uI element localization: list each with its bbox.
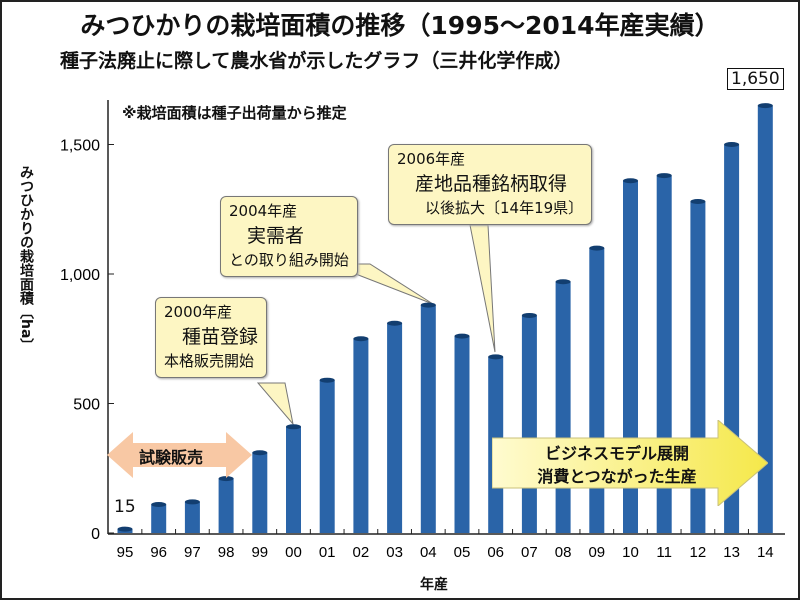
x-axis-label: 年産	[420, 577, 448, 593]
bar-top-98	[218, 476, 234, 482]
bar-96	[151, 504, 167, 533]
x-tick-label: 12	[690, 544, 707, 561]
callout-2006: 2006年産 産地品種銘柄取得 以後拡大〔14年19県〕	[388, 144, 593, 226]
bar-99	[252, 452, 268, 533]
x-tick-label: 04	[420, 544, 437, 561]
x-tick-label: 02	[353, 544, 370, 561]
bar-01	[319, 380, 335, 533]
callout-2006-main: 産地品種銘柄取得	[415, 172, 568, 195]
callout-2000-main: 種苗登録	[182, 325, 259, 348]
x-tick-label: 10	[622, 544, 639, 561]
bar-top-96	[151, 502, 167, 508]
y-tick-label: 0	[91, 526, 100, 543]
x-tick-label: 01	[319, 544, 336, 561]
callout-2000-year: 2000年産	[164, 303, 233, 321]
bar-top-05	[454, 333, 470, 339]
business-model-arrow: ビジネスモデル展開 消費とつながった生産	[492, 420, 768, 506]
bar-top-12	[690, 198, 706, 204]
business-line-1: ビジネスモデル展開	[544, 444, 689, 463]
bar-top-04	[420, 302, 436, 308]
x-tick-label: 05	[454, 544, 471, 561]
callout-pointer	[256, 382, 294, 426]
bar-top-03	[387, 320, 403, 326]
bar-top-07	[521, 312, 537, 318]
trial-sales-label: 試験販売	[139, 448, 204, 467]
bar-97	[184, 501, 200, 533]
bar-top-13	[724, 142, 740, 147]
x-tick-label: 09	[588, 544, 605, 561]
bar-top-10	[623, 178, 638, 184]
bar-top-01	[319, 377, 335, 383]
chart-title: みつひかりの栽培面積の推移（1995〜2014年産実績）	[80, 11, 720, 40]
callout-pointer	[469, 224, 496, 353]
x-tick-label: 98	[218, 544, 235, 561]
x-tick-label: 99	[251, 544, 268, 561]
callout-2006-year: 2006年産	[397, 150, 466, 168]
y-tick-label: 500	[73, 397, 100, 414]
bar-03	[387, 323, 403, 533]
business-line-2: 消費とつながった生産	[537, 467, 697, 487]
bar-top-97	[184, 499, 200, 505]
bar-98	[218, 478, 234, 533]
bar-top-11	[656, 173, 672, 179]
x-tick-label: 06	[487, 544, 504, 561]
bar-04	[420, 305, 436, 533]
callout-2004-main: 実需者	[247, 224, 305, 247]
bar-00	[286, 426, 301, 533]
x-tick-label: 13	[723, 544, 740, 561]
trial-sales-arrow: 試験販売	[107, 432, 252, 478]
x-tick-label: 96	[150, 544, 167, 561]
callout-2004-year: 2004年産	[229, 202, 298, 220]
bar-top-06	[488, 354, 504, 360]
bar-05	[454, 336, 470, 533]
bar-top-00	[286, 424, 301, 430]
right-arrow-icon	[492, 420, 768, 506]
bar-top-14	[757, 103, 773, 109]
x-tick-label: 11	[656, 544, 672, 561]
x-tick-label: 03	[386, 544, 403, 561]
chart-note: ※栽培面積は種子出荷量から推定	[122, 104, 347, 122]
callout-2004: 2004年産 実需者 との取り組み開始	[220, 196, 358, 278]
bar-14	[757, 105, 773, 534]
chart-subtitle: 種子法廃止に際して農水省が示したグラフ（三井化学作成）	[60, 50, 573, 72]
x-tick-label: 00	[285, 544, 302, 561]
bar-02	[353, 338, 369, 533]
value-label-first: 15	[114, 497, 136, 517]
callout-2000-sub: 本格販売開始	[164, 352, 255, 371]
bar-top-95	[117, 526, 133, 532]
y-tick-label: 1,500	[60, 138, 100, 155]
bar-top-99	[252, 450, 268, 456]
callout-2004-sub: との取り組み開始	[229, 251, 349, 270]
x-tick-label: 08	[555, 544, 572, 561]
value-label-last: 1,650	[727, 68, 784, 90]
callout-2000: 2000年産 種苗登録 本格販売開始	[155, 297, 268, 379]
bar-top-02	[353, 336, 369, 342]
x-tick-label: 95	[117, 544, 134, 561]
bar-top-09	[589, 245, 605, 251]
y-tick-label: 1,000	[60, 267, 100, 284]
bar-top-08	[555, 279, 571, 285]
y-axis-label: みつひかりの栽培面積〔ha〕	[18, 165, 34, 353]
x-tick-label: 07	[521, 544, 538, 561]
x-tick-label: 97	[184, 544, 201, 561]
double-arrow-icon	[107, 432, 252, 478]
x-tick-label: 14	[757, 544, 774, 561]
callout-2006-sub: 以後拡大〔14年19県〕	[425, 199, 584, 218]
